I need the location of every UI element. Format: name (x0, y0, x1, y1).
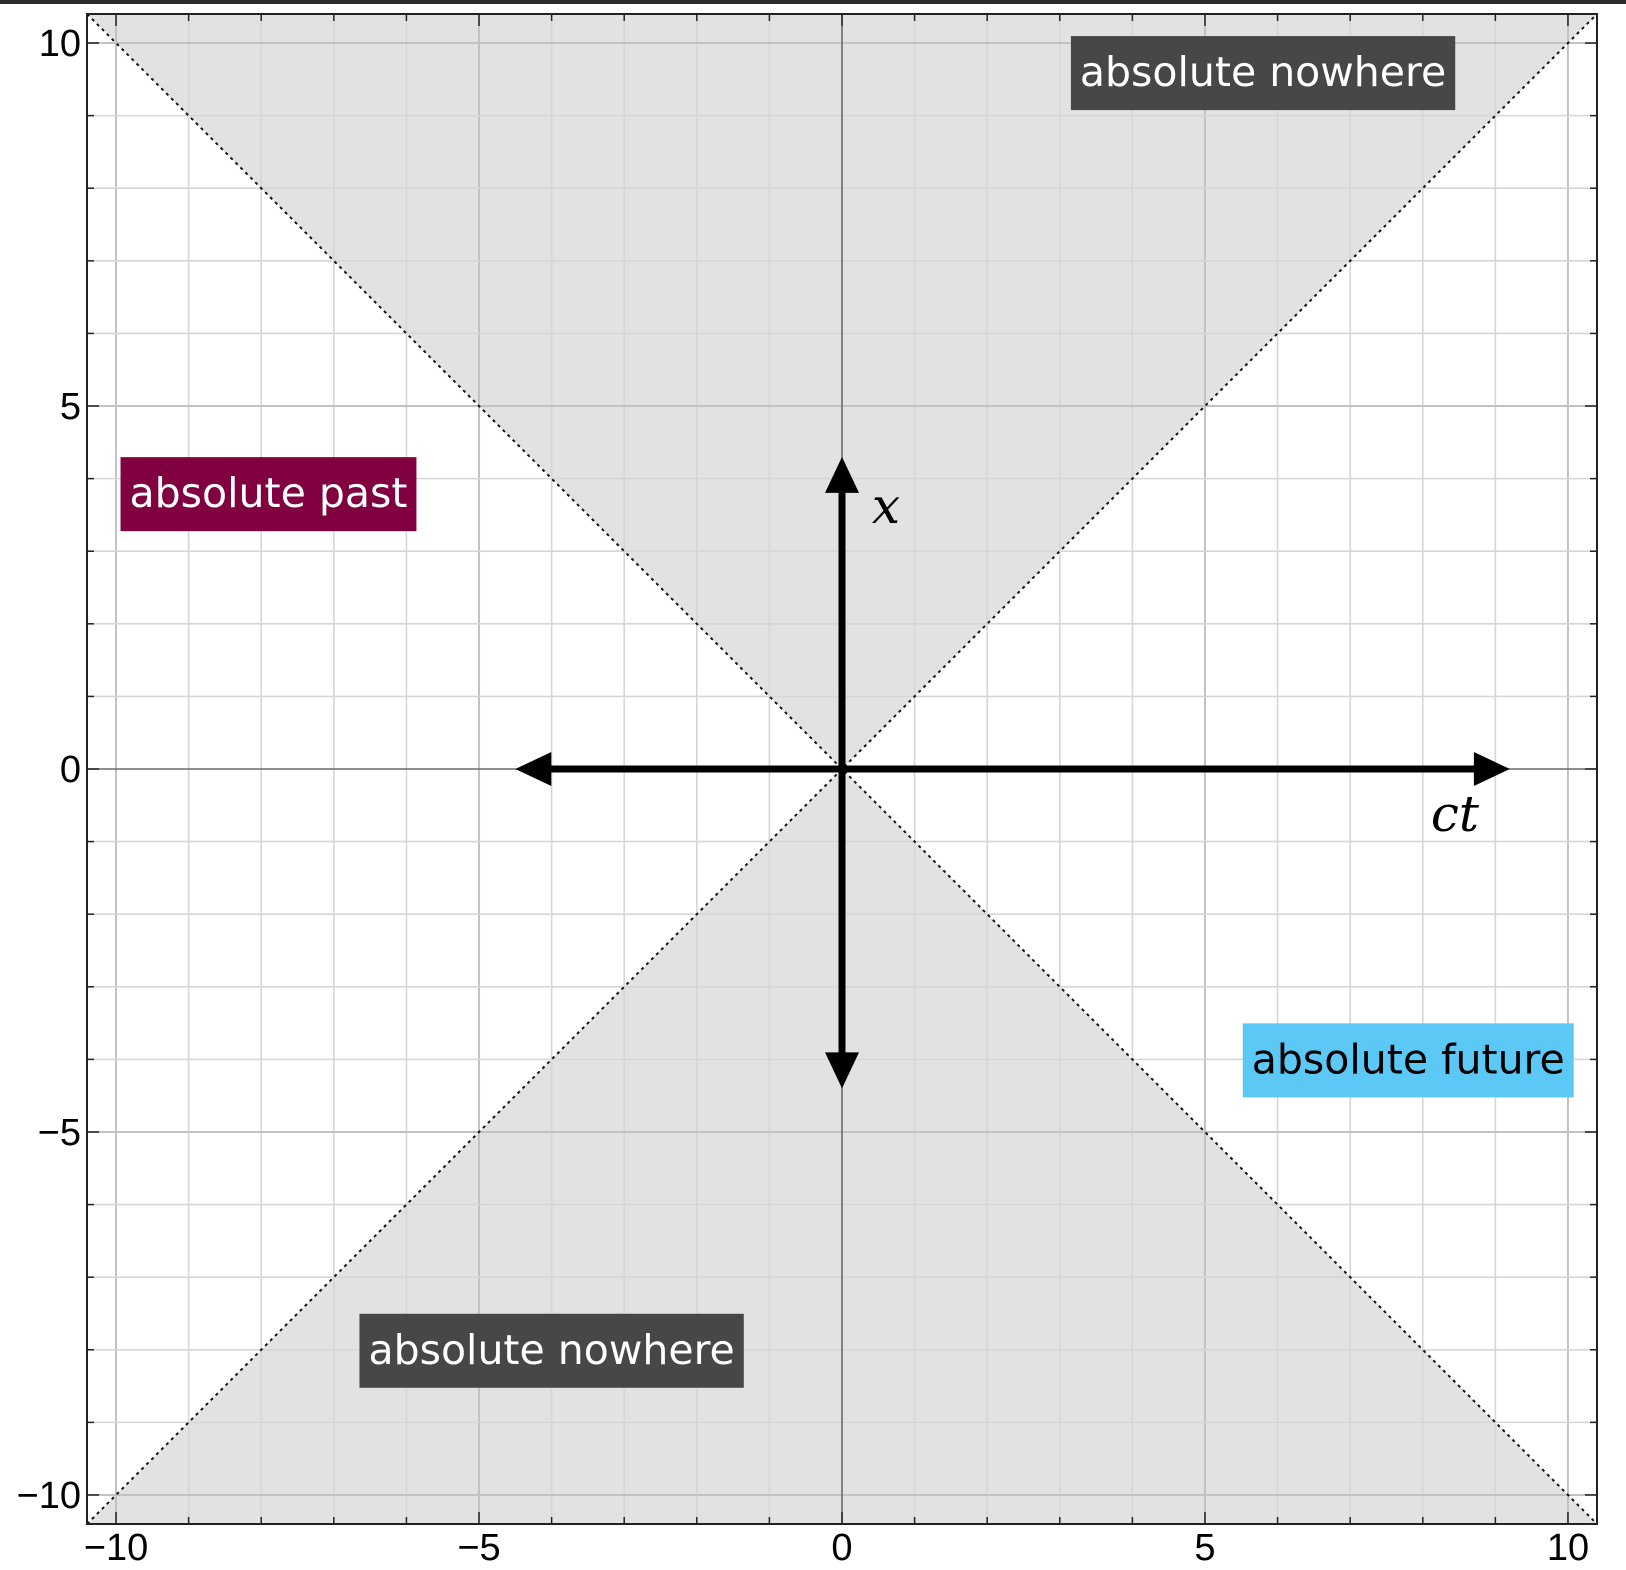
region-label-text: absolute nowhere (368, 1326, 734, 1374)
x-arrow-head-up (825, 456, 859, 493)
region-label-box (120, 457, 417, 532)
region-label: absolute nowhere (1070, 36, 1456, 111)
region-label-box (359, 1313, 744, 1388)
light-cone-lines (87, 14, 1597, 1524)
region-label-text: absolute nowhere (1080, 48, 1446, 96)
x-axis-label: x (872, 477, 900, 535)
ct-arrow-head-left (515, 752, 552, 786)
window-top-bar (0, 0, 1626, 4)
region-label-text: absolute future (1252, 1035, 1565, 1083)
region-label: absolute future (1242, 1023, 1574, 1098)
y-tick-label: −10 (17, 1475, 81, 1517)
region-label: absolute past (120, 457, 417, 532)
y-tick-label: 0 (60, 749, 81, 791)
region-label-text: absolute past (130, 469, 408, 517)
axis-arrows (515, 456, 1510, 1089)
region-label: absolute nowhere (359, 1313, 744, 1388)
region-annotations: absolute nowhere absolute past absolute fu… (120, 36, 1574, 1388)
region-label-box (1070, 36, 1456, 111)
y-tick-label: −5 (38, 1112, 81, 1154)
x-tick-label: −5 (457, 1527, 500, 1569)
light-cone-line-1 (87, 14, 1597, 1524)
x-arrow-head-down (825, 1052, 859, 1089)
ct-arrow-head-right (1473, 752, 1510, 786)
x-tick-label: 0 (831, 1527, 852, 1569)
x-tick-label: 10 (1547, 1527, 1589, 1569)
x-tick-label: 5 (1194, 1527, 1215, 1569)
tick-labels: −10 −5 0 5 10 −10 −5 0 5 10 (17, 23, 1590, 1569)
ct-axis-label: ct (1431, 785, 1480, 843)
y-tick-label: 5 (60, 386, 81, 428)
frame-ticks (87, 14, 1597, 1524)
x-tick-label: −10 (84, 1527, 148, 1569)
region-label-box (1242, 1023, 1574, 1098)
y-tick-label: 10 (39, 23, 81, 65)
light-cone-line-2 (87, 14, 1597, 1524)
